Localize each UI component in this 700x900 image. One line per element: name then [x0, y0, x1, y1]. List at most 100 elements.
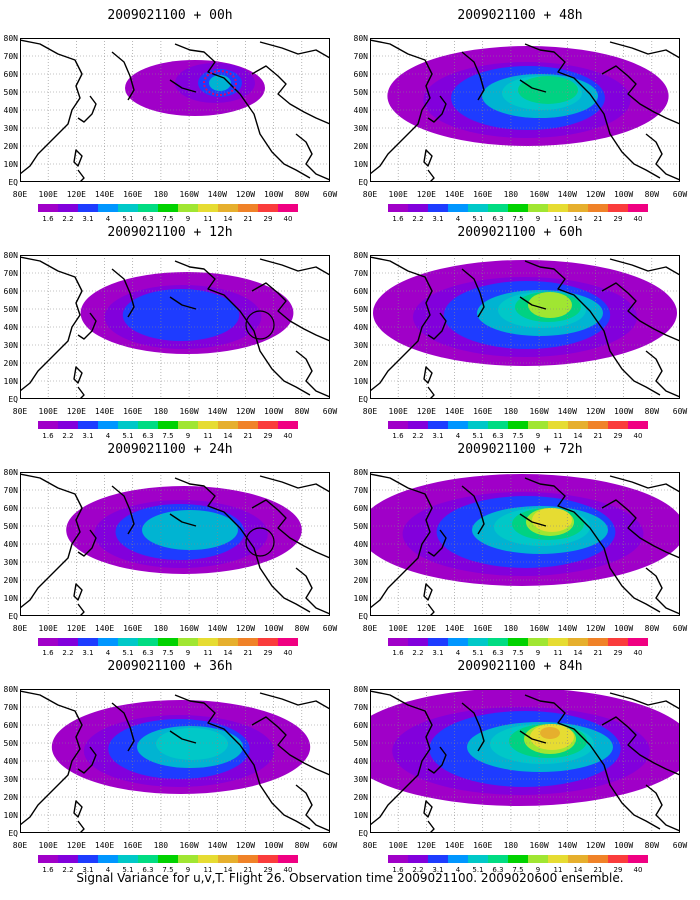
colorbar-label: 11 — [553, 215, 563, 223]
latitude-label: 80N — [353, 34, 368, 43]
arctic-coastline — [609, 692, 681, 710]
longitude-label: 140E — [94, 624, 115, 633]
longitude-label: 160E — [473, 841, 493, 850]
colorbar-swatch — [468, 421, 488, 429]
arctic-coastline — [609, 41, 681, 59]
variance-region — [142, 510, 238, 550]
latitude-label: 20N — [353, 142, 368, 151]
longitude-label: 80E — [362, 190, 378, 199]
map-area: 80N 70N 60N 50N 40N 30N 20N 10N EQ 80E 100E 120E 140… — [4, 685, 338, 850]
colorbar-label: 9 — [185, 432, 191, 440]
kamchatka-coastline — [111, 702, 135, 752]
colorbar-swatch — [488, 204, 508, 212]
colorbar-label: 9 — [535, 866, 541, 874]
philippines-coastline — [73, 583, 83, 601]
longitude-label: 180 — [503, 190, 519, 199]
colorbar-swatch — [448, 204, 468, 212]
japan-coastline — [77, 312, 97, 340]
longitude-label: 160E — [123, 624, 143, 633]
colorbar-swatch — [198, 855, 218, 863]
variance-region — [122, 289, 240, 341]
japan-coastline — [77, 746, 97, 774]
longitude-label: 80W — [644, 624, 660, 633]
colorbar-swatch — [448, 421, 468, 429]
philippines-coastline — [423, 149, 433, 167]
longitude-label: 60W — [672, 624, 688, 633]
aleutian-coastline — [169, 513, 197, 527]
latitude-label: 30N — [353, 558, 368, 567]
longitude-label: 100E — [388, 190, 408, 199]
latitude-label: 10N — [3, 377, 18, 386]
colorbar-swatch — [528, 421, 548, 429]
latitude-label: 30N — [3, 775, 18, 784]
longitude-label: 140W — [557, 624, 577, 633]
latitude-label: 80N — [3, 468, 18, 477]
colorbar-label: 9 — [535, 432, 541, 440]
aleutian-coastline — [519, 730, 547, 744]
map-frame — [20, 255, 330, 399]
latitude-label: 40N — [3, 540, 18, 549]
longitude-label: 80W — [294, 190, 310, 199]
colorbar-swatch — [258, 855, 278, 863]
longitude-label: 100W — [263, 190, 284, 199]
latitude-label: 60N — [3, 721, 18, 730]
colorbar-swatch — [548, 204, 568, 212]
colorbar-swatch — [58, 421, 78, 429]
colorbar-label: 21 — [593, 432, 603, 440]
latitude-label: 30N — [3, 558, 18, 567]
colorbar-swatch — [138, 204, 158, 212]
colorbar-label: 40 — [283, 215, 293, 223]
coastlines — [369, 473, 681, 617]
colorbar-label: 21 — [593, 215, 603, 223]
panel-title: 2009021100 + 12h — [107, 225, 233, 240]
philippines-coastline — [423, 583, 433, 601]
colorbar-label: 14 — [573, 432, 583, 440]
colorbar-label: 5.1 — [122, 215, 134, 223]
asia-coastline — [19, 690, 83, 826]
latitude-label: 80N — [353, 685, 368, 694]
colorbar-swatch — [278, 855, 298, 863]
map-panel: 2009021100 + 72h 80N 70N 60N 50N 40N 30N 20N 10N… — [350, 442, 690, 662]
island-coastline — [77, 386, 85, 400]
colorbar-swatch — [488, 638, 508, 646]
arctic-coastline — [609, 475, 681, 493]
latitude-label: EQ — [358, 612, 368, 621]
colorbar-label: 1.6 — [392, 432, 404, 440]
island-coastline — [77, 820, 85, 834]
longitude-label: 160W — [529, 841, 549, 850]
colorbar-swatch — [428, 638, 448, 646]
colorbar-label: 6.3 — [142, 866, 154, 874]
longitude-label: 60W — [322, 624, 338, 633]
variance-region — [528, 292, 572, 318]
variance-map — [344, 688, 694, 834]
colorbar-swatch — [428, 204, 448, 212]
longitude-label: 180 — [153, 190, 169, 199]
gulf-coastline — [645, 784, 681, 832]
colorbar-label: 11 — [203, 432, 213, 440]
kamchatka-coastline — [111, 268, 135, 318]
graticule — [370, 689, 680, 833]
longitude-label: 140W — [207, 624, 227, 633]
kamchatka-coastline — [461, 702, 485, 752]
colorbar: 1.6 2.2 3.1 4 5.1 6.3 7.5 9 11 14 21 29 40 — [388, 204, 648, 226]
japan-coastline — [427, 312, 447, 340]
map-area: 80N 70N 60N 50N 40N 30N 20N 10N EQ 80E 100E 120E 140… — [4, 34, 338, 199]
map-frame — [370, 689, 680, 833]
colorbar-label: 29 — [613, 866, 623, 874]
colorbar-label: 5.1 — [122, 649, 134, 657]
longitude-label: 140W — [207, 190, 227, 199]
colorbar-swatch — [528, 204, 548, 212]
longitude-label: 80E — [12, 190, 28, 199]
longitude-label: 100E — [38, 624, 58, 633]
latitude-label: 70N — [353, 52, 368, 61]
colorbar-label: 4 — [105, 649, 111, 657]
latitude-label: 40N — [3, 106, 18, 115]
kamchatka-coastline — [111, 485, 135, 535]
colorbar-label: 1.6 — [42, 649, 54, 657]
longitude-label: 100E — [388, 624, 408, 633]
latitude-label: EQ — [8, 829, 18, 838]
colorbar-swatch — [588, 638, 608, 646]
longitude-label: 80W — [294, 841, 310, 850]
longitude-label: 80E — [362, 624, 378, 633]
colorbar-label: 1.6 — [42, 866, 54, 874]
